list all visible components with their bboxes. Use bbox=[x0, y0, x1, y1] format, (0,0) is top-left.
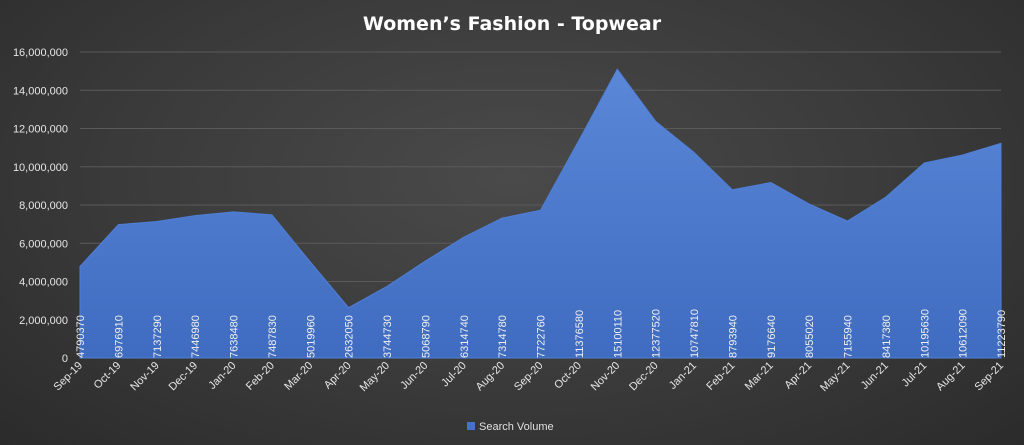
data-label: 4790370 bbox=[75, 315, 87, 358]
legend-swatch bbox=[467, 422, 475, 430]
x-tick-label: Feb-21 bbox=[704, 360, 737, 393]
x-tick-label: Mar-21 bbox=[743, 360, 776, 393]
x-tick-label: Nov-19 bbox=[128, 360, 162, 394]
search-volume-area bbox=[79, 68, 1002, 359]
x-tick-label: Jan-21 bbox=[667, 360, 699, 392]
y-axis-ticks: 0 2,000,000 4,000,000 6,000,000 8,000,000 10,… bbox=[13, 47, 68, 365]
x-tick-label: Mar-20 bbox=[282, 360, 315, 393]
data-labels: 4790370 6976910 7137290 7446980 7638480 74878… bbox=[75, 309, 1008, 358]
area-series bbox=[79, 68, 1002, 359]
legend-label: Search Volume bbox=[479, 421, 554, 433]
data-label: 11223790 bbox=[996, 310, 1008, 358]
data-label: 7638480 bbox=[229, 315, 241, 358]
data-label: 10747810 bbox=[689, 309, 701, 358]
x-tick-label: Aug-20 bbox=[474, 360, 508, 394]
x-tick-label: Feb-20 bbox=[244, 360, 277, 393]
x-axis-ticks: Sep-19 Oct-19 Nov-19 Dec-19 Jan-20 Feb-20 Mar-… bbox=[52, 360, 1007, 394]
y-tick-label: 12,000,000 bbox=[13, 124, 68, 136]
data-label: 15100110 bbox=[612, 310, 624, 358]
data-label: 2632050 bbox=[344, 315, 356, 358]
data-label: 5068790 bbox=[420, 315, 432, 358]
x-tick-label: Jun-20 bbox=[398, 360, 430, 392]
data-label: 8055020 bbox=[804, 315, 816, 358]
data-label: 11376580 bbox=[574, 310, 586, 358]
data-label: 7722760 bbox=[536, 315, 548, 358]
y-tick-label: 2,000,000 bbox=[19, 315, 68, 327]
x-tick-label: Jan-20 bbox=[206, 360, 238, 392]
chart-title: Women’s Fashion - Topwear bbox=[363, 13, 662, 35]
data-label: 12377520 bbox=[651, 309, 663, 358]
x-tick-label: Sep-20 bbox=[512, 360, 546, 394]
data-label: 8417380 bbox=[881, 315, 893, 358]
x-tick-label: Sep-19 bbox=[52, 360, 86, 394]
data-label: 8793940 bbox=[727, 315, 739, 358]
legend: Search Volume bbox=[467, 421, 554, 433]
x-tick-label: Apr-21 bbox=[782, 360, 814, 392]
x-tick-label: Sep-21 bbox=[973, 360, 1007, 394]
x-tick-label: Oct-20 bbox=[552, 360, 584, 392]
x-tick-label: Aug-21 bbox=[934, 360, 968, 394]
x-tick-label: Nov-20 bbox=[589, 360, 623, 394]
y-tick-label: 8,000,000 bbox=[19, 200, 68, 212]
data-label: 9176640 bbox=[766, 315, 778, 358]
data-label: 7137290 bbox=[152, 315, 164, 358]
data-label: 6314740 bbox=[459, 315, 471, 358]
x-tick-label: Jun-21 bbox=[859, 360, 891, 392]
x-tick-label: Dec-19 bbox=[167, 360, 201, 394]
data-label: 3744730 bbox=[382, 315, 394, 358]
y-tick-label: 10,000,000 bbox=[13, 162, 68, 174]
x-tick-label: Jul-20 bbox=[439, 360, 469, 390]
x-tick-label: Oct-19 bbox=[92, 360, 124, 392]
y-tick-label: 6,000,000 bbox=[19, 238, 68, 250]
x-tick-label: Apr-20 bbox=[322, 360, 354, 392]
data-label: 10612090 bbox=[958, 309, 970, 358]
x-tick-label: May-20 bbox=[358, 360, 392, 394]
data-label: 7446980 bbox=[190, 315, 202, 358]
y-tick-label: 14,000,000 bbox=[13, 85, 68, 97]
data-label: 7487830 bbox=[267, 315, 279, 358]
data-label: 7314780 bbox=[497, 315, 509, 358]
y-tick-label: 16,000,000 bbox=[13, 47, 68, 59]
y-tick-label: 4,000,000 bbox=[19, 277, 68, 289]
data-label: 10195630 bbox=[919, 309, 931, 358]
data-label: 6976910 bbox=[113, 315, 125, 358]
data-label: 7155940 bbox=[843, 315, 855, 358]
y-tick-label: 0 bbox=[62, 353, 68, 365]
x-tick-label: Jul-21 bbox=[900, 360, 930, 390]
x-tick-label: May-21 bbox=[818, 360, 852, 394]
data-label: 5019960 bbox=[305, 315, 317, 358]
x-tick-label: Dec-20 bbox=[627, 360, 661, 394]
